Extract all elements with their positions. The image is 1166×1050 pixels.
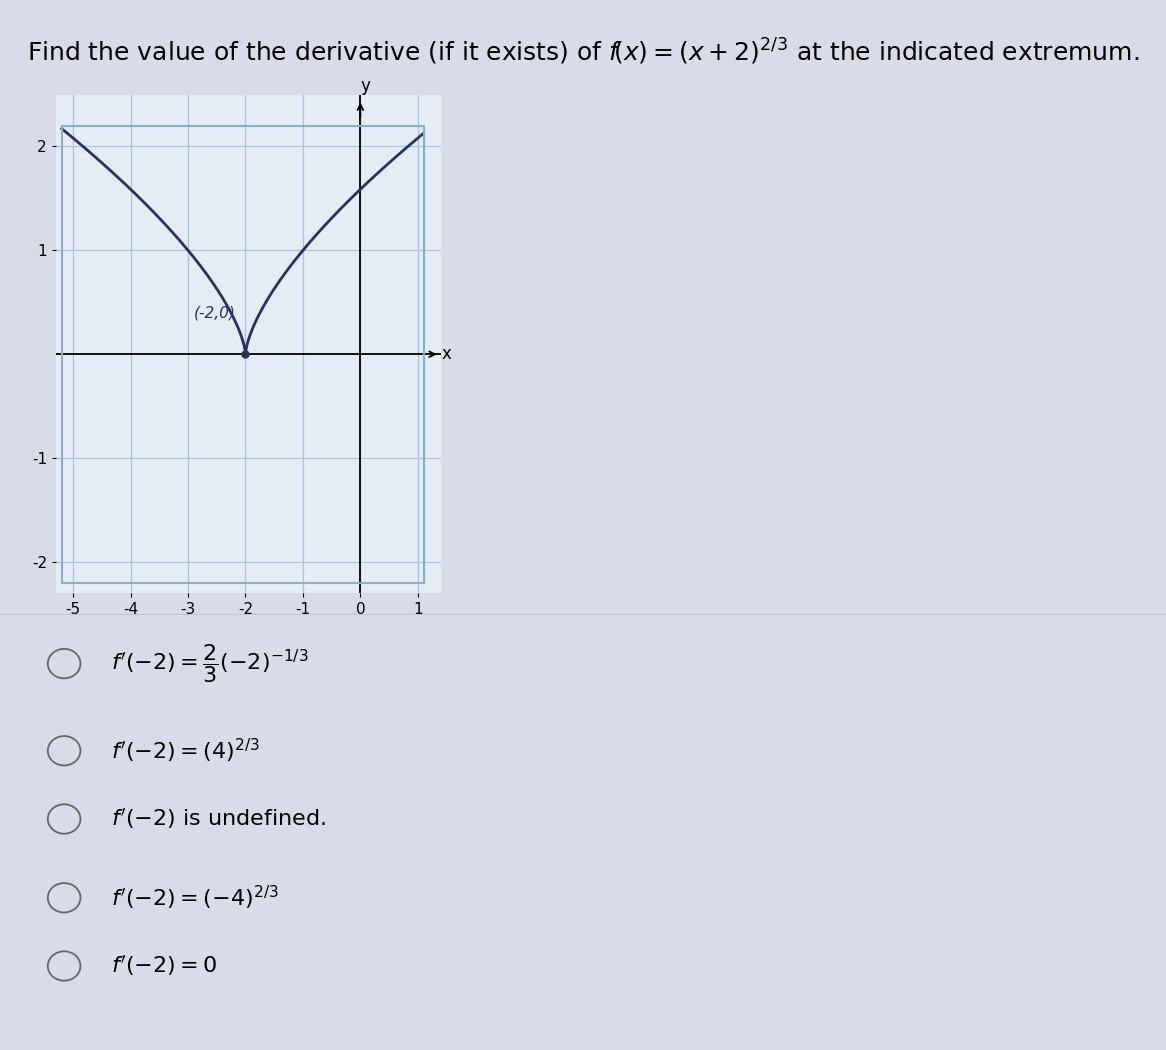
Text: x: x <box>442 345 451 363</box>
Text: $f'(-2) = 0$: $f'(-2) = 0$ <box>111 953 217 979</box>
Text: $f'(-2) = (-4)^{2/3}$: $f'(-2) = (-4)^{2/3}$ <box>111 884 279 911</box>
Text: $f'(-2)$ is undefined.: $f'(-2)$ is undefined. <box>111 806 325 832</box>
Text: y: y <box>360 77 370 94</box>
Text: (-2,0): (-2,0) <box>194 306 236 321</box>
Text: $f'(-2) = (4)^{2/3}$: $f'(-2) = (4)^{2/3}$ <box>111 737 260 764</box>
Text: $f'(-2) = \dfrac{2}{3}(-2)^{-1/3}$: $f'(-2) = \dfrac{2}{3}(-2)^{-1/3}$ <box>111 643 309 685</box>
Text: Find the value of the derivative (if it exists) of $f\!\left(x\right) = \left(x+: Find the value of the derivative (if it … <box>27 37 1139 67</box>
